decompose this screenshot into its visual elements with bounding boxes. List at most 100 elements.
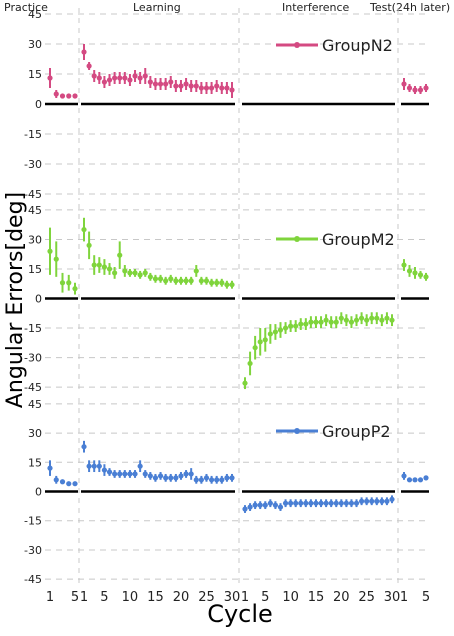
data-point [219, 280, 225, 286]
data-point [348, 500, 355, 506]
data-point [308, 500, 314, 506]
data-point [262, 502, 268, 508]
data-point [157, 276, 164, 282]
data-point [147, 274, 153, 280]
data-point [423, 274, 429, 280]
data-point [293, 500, 299, 506]
legend: GroupN2 [276, 36, 393, 55]
data-point [81, 226, 87, 233]
data-point [323, 317, 329, 323]
data-point [132, 73, 138, 79]
data-point [282, 500, 289, 506]
data-point [188, 83, 194, 89]
data-point [247, 360, 253, 367]
data-point [308, 319, 314, 325]
data-point [157, 81, 164, 87]
y-tick-label: -45 [24, 381, 42, 394]
data-point [96, 75, 102, 81]
data-point [96, 262, 102, 268]
legend: GroupP2 [276, 422, 391, 441]
data-point [401, 473, 407, 479]
x-tick-label: 5 [100, 590, 108, 605]
data-point [91, 463, 97, 469]
data-point [272, 329, 279, 335]
data-point [219, 85, 225, 91]
data-point [318, 319, 324, 325]
legend-label: GroupN2 [322, 36, 393, 55]
data-point [214, 280, 220, 286]
data-point [132, 471, 138, 477]
data-point [267, 331, 273, 337]
data-point [47, 465, 53, 471]
data-point [252, 502, 258, 508]
data-point [348, 319, 355, 325]
data-point [112, 270, 118, 276]
y-tick-label: 45 [28, 204, 42, 217]
data-point [417, 477, 424, 483]
data-point [59, 280, 66, 286]
y-tick-label: 0 [35, 293, 42, 306]
data-point [406, 477, 413, 483]
data-point [338, 315, 344, 321]
x-tick-label: 1 [80, 590, 88, 605]
x-tick-label: 15 [147, 590, 164, 605]
x-tick-label: 1 [241, 590, 249, 605]
data-point [168, 79, 174, 85]
data-point [132, 270, 138, 276]
data-point [267, 500, 273, 506]
data-point [333, 500, 339, 506]
data-point [72, 93, 78, 99]
x-axis-label: Cycle [207, 600, 273, 628]
data-point [252, 345, 258, 351]
data-point [338, 500, 344, 506]
x-tick-label: 5 [71, 590, 79, 605]
data-point [417, 272, 424, 278]
data-point [178, 278, 184, 284]
y-tick-label: 0 [35, 486, 42, 499]
x-tick-label: 20 [173, 590, 190, 605]
y-axis-label: Angular Errors[deg] [3, 192, 28, 408]
data-point [168, 475, 174, 481]
data-point [86, 463, 92, 469]
data-point [91, 73, 97, 79]
data-point [242, 506, 248, 512]
data-point [137, 272, 143, 278]
legend-marker [294, 428, 300, 434]
x-tick-label: 20 [333, 590, 350, 605]
legend-marker [294, 42, 300, 48]
data-point [203, 475, 210, 481]
data-point [412, 87, 418, 93]
y-tick-label: -15 [24, 515, 42, 528]
legend-label: GroupP2 [322, 422, 391, 441]
data-point [127, 77, 133, 83]
data-point [343, 317, 349, 323]
data-point [101, 467, 108, 473]
data-point [142, 471, 148, 477]
data-point [277, 504, 284, 510]
data-point [193, 83, 199, 89]
data-point [198, 477, 204, 483]
data-point [122, 268, 128, 274]
data-point [293, 323, 299, 329]
data-point [178, 473, 184, 479]
data-point [152, 81, 159, 87]
data-point [313, 319, 319, 325]
data-point [379, 498, 385, 504]
data-point [53, 477, 59, 483]
data-point [106, 77, 113, 83]
x-tick-label: 10 [282, 590, 299, 605]
data-point [298, 500, 304, 506]
data-point [358, 315, 365, 321]
data-point [262, 337, 268, 343]
data-point [229, 475, 235, 481]
data-point [358, 498, 365, 504]
y-tick-label: -30 [24, 352, 42, 365]
data-point [406, 85, 413, 91]
y-tick-label: 0 [35, 98, 42, 111]
data-point [198, 85, 204, 91]
phase-label: Learning [133, 1, 181, 14]
data-point [401, 81, 407, 87]
legend: GroupM2 [276, 230, 395, 249]
data-point [193, 477, 199, 483]
